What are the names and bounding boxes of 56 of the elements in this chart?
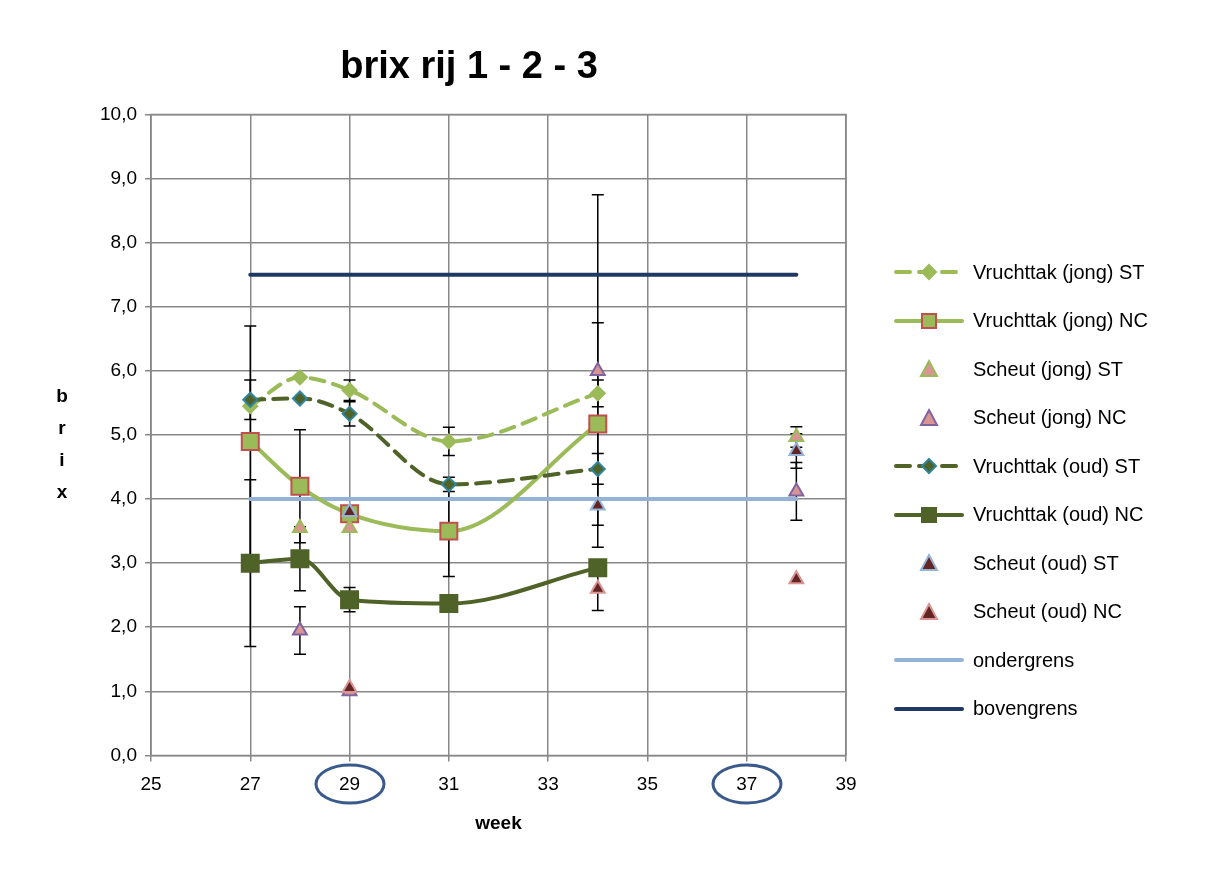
point — [440, 433, 457, 450]
point — [240, 553, 260, 573]
point — [588, 558, 608, 578]
y-tick-label: 3,0 — [110, 551, 137, 573]
legend-label: Vruchttak (oud) NC — [973, 503, 1144, 527]
y-tick-label: 9,0 — [110, 166, 137, 188]
legend-label: Scheut (oud) ST — [973, 551, 1119, 575]
point — [588, 414, 608, 434]
x-tick-label: 39 — [835, 773, 857, 795]
y-tick-label: 4,0 — [110, 487, 137, 509]
legend-label: bovengrens — [973, 697, 1078, 721]
point — [291, 518, 308, 533]
point — [291, 621, 308, 636]
point — [290, 549, 310, 569]
legend-label: ondergrens — [973, 648, 1075, 672]
point — [589, 496, 606, 511]
x-tick-label: 31 — [438, 773, 460, 795]
x-axis-title: week — [474, 811, 523, 833]
y-axis-title: brix — [55, 384, 69, 504]
legend-label: Vruchttak (oud) ST — [973, 454, 1141, 478]
point — [788, 570, 805, 585]
y-tick-label: 5,0 — [110, 423, 137, 445]
point — [439, 521, 459, 541]
point — [439, 594, 459, 614]
point — [291, 369, 308, 386]
point — [242, 391, 259, 408]
x-tick-label: 33 — [537, 773, 559, 795]
point — [240, 431, 260, 451]
y-tick-label: 0,0 — [110, 743, 137, 765]
point — [788, 442, 805, 457]
legend-label: Scheut (jong) NC — [973, 406, 1127, 430]
point — [341, 405, 358, 422]
y-tick-label: 1,0 — [110, 679, 137, 701]
point — [788, 482, 805, 497]
x-tick-label: 25 — [140, 773, 162, 795]
point — [589, 460, 606, 477]
chart-title: brix rij 1 - 2 - 3 — [340, 44, 598, 87]
x-tick-label: 29 — [338, 773, 361, 795]
x-tick-label: 27 — [239, 773, 261, 795]
legend-label: Scheut (jong) ST — [973, 357, 1124, 381]
y-tick-label: 7,0 — [110, 295, 137, 317]
legend-label: Vruchttak (jong) ST — [973, 260, 1145, 284]
y-tick-label: 2,0 — [110, 615, 137, 637]
y-tick-label: 8,0 — [110, 230, 137, 252]
legend-label: Scheut (oud) NC — [973, 600, 1122, 624]
point — [341, 502, 358, 517]
x-tick-label: 37 — [736, 773, 758, 795]
point — [290, 476, 310, 496]
y-tick-label: 6,0 — [110, 359, 137, 381]
point — [340, 590, 360, 610]
x-tick-label: 35 — [636, 773, 658, 795]
y-tick-label: 10,0 — [100, 102, 137, 124]
point — [589, 579, 606, 594]
point — [589, 385, 606, 402]
legend-label: Vruchttak (jong) NC — [973, 309, 1148, 333]
point — [291, 390, 308, 407]
